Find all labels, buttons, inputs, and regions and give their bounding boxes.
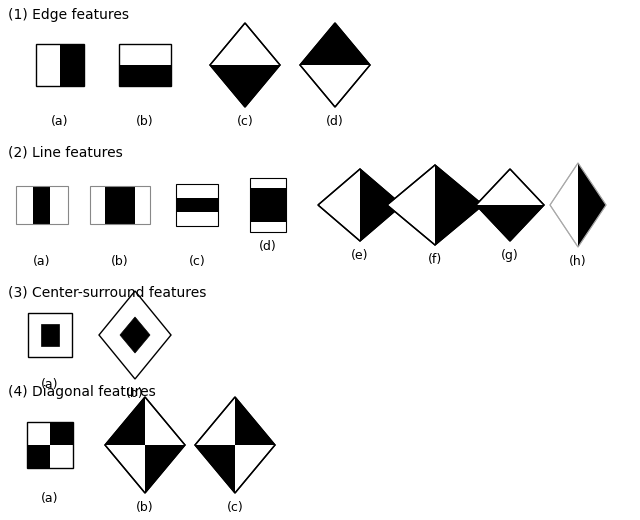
Polygon shape bbox=[210, 23, 280, 107]
Polygon shape bbox=[120, 317, 150, 353]
Text: (a): (a) bbox=[33, 255, 51, 268]
Text: (c): (c) bbox=[237, 115, 253, 128]
FancyBboxPatch shape bbox=[250, 178, 286, 188]
Text: (b): (b) bbox=[136, 115, 154, 128]
Text: (b): (b) bbox=[136, 501, 154, 514]
FancyBboxPatch shape bbox=[250, 222, 286, 232]
Polygon shape bbox=[210, 65, 280, 107]
FancyBboxPatch shape bbox=[36, 44, 60, 86]
Text: (a): (a) bbox=[51, 115, 68, 128]
Polygon shape bbox=[105, 397, 185, 493]
FancyBboxPatch shape bbox=[33, 186, 50, 224]
Text: (d): (d) bbox=[326, 115, 344, 128]
FancyBboxPatch shape bbox=[28, 313, 72, 357]
Polygon shape bbox=[387, 165, 483, 245]
Polygon shape bbox=[360, 169, 402, 241]
FancyBboxPatch shape bbox=[41, 324, 59, 346]
FancyBboxPatch shape bbox=[27, 445, 50, 468]
FancyBboxPatch shape bbox=[119, 44, 171, 65]
Polygon shape bbox=[318, 169, 402, 241]
Text: (g): (g) bbox=[501, 249, 519, 262]
Text: (1) Edge features: (1) Edge features bbox=[8, 8, 129, 22]
FancyBboxPatch shape bbox=[50, 422, 73, 445]
Text: (f): (f) bbox=[428, 253, 442, 266]
Text: (4) Diagonal features: (4) Diagonal features bbox=[8, 385, 156, 399]
Text: (d): (d) bbox=[259, 240, 277, 253]
Polygon shape bbox=[476, 169, 544, 241]
Text: (c): (c) bbox=[189, 255, 205, 268]
Polygon shape bbox=[435, 165, 483, 245]
Text: (a): (a) bbox=[41, 492, 59, 505]
FancyBboxPatch shape bbox=[60, 44, 84, 86]
FancyBboxPatch shape bbox=[90, 186, 105, 224]
Text: (3) Center-surround features: (3) Center-surround features bbox=[8, 285, 206, 299]
FancyBboxPatch shape bbox=[176, 198, 218, 212]
FancyBboxPatch shape bbox=[176, 212, 218, 226]
FancyBboxPatch shape bbox=[176, 184, 218, 198]
FancyBboxPatch shape bbox=[16, 186, 33, 224]
Polygon shape bbox=[105, 397, 145, 445]
FancyBboxPatch shape bbox=[135, 186, 150, 224]
FancyBboxPatch shape bbox=[27, 422, 50, 445]
Polygon shape bbox=[195, 397, 275, 493]
Polygon shape bbox=[145, 445, 185, 493]
Text: (b): (b) bbox=[126, 387, 144, 400]
Polygon shape bbox=[195, 445, 235, 493]
FancyBboxPatch shape bbox=[250, 188, 286, 222]
Polygon shape bbox=[99, 291, 171, 379]
FancyBboxPatch shape bbox=[50, 445, 73, 468]
Polygon shape bbox=[476, 205, 544, 241]
Text: (e): (e) bbox=[351, 249, 369, 262]
Text: (b): (b) bbox=[111, 255, 129, 268]
Polygon shape bbox=[300, 23, 370, 107]
Text: (a): (a) bbox=[41, 378, 59, 391]
FancyBboxPatch shape bbox=[119, 65, 171, 86]
Polygon shape bbox=[550, 163, 606, 247]
Polygon shape bbox=[235, 397, 275, 445]
FancyBboxPatch shape bbox=[50, 186, 67, 224]
Polygon shape bbox=[300, 23, 370, 65]
Text: (c): (c) bbox=[227, 501, 243, 514]
FancyBboxPatch shape bbox=[105, 186, 135, 224]
Polygon shape bbox=[578, 163, 606, 247]
Text: (h): (h) bbox=[569, 255, 587, 268]
Text: (2) Line features: (2) Line features bbox=[8, 145, 123, 159]
